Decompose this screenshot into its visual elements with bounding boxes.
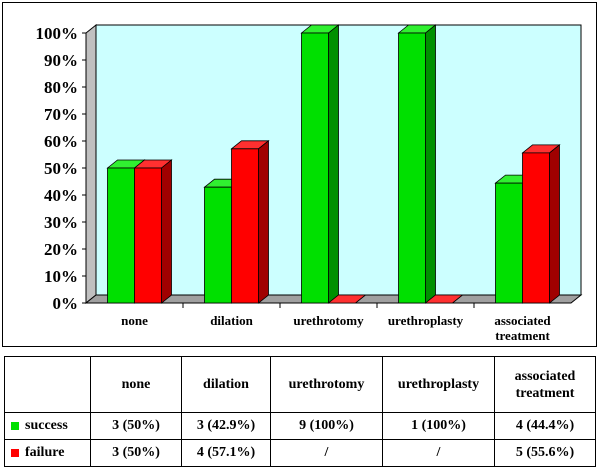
table-cell: /	[270, 439, 383, 467]
bar-failure	[521, 144, 561, 304]
table-cell: 1 (100%)	[382, 412, 495, 440]
row-label-text: failure	[25, 445, 65, 460]
y-tick-label: 70%	[44, 105, 78, 124]
y-tick-label: 30%	[44, 213, 78, 232]
bar-failure	[133, 159, 173, 304]
y-tick-label: 80%	[44, 78, 78, 97]
table-cell: 3 (50%)	[90, 412, 182, 440]
y-tick-label: 60%	[44, 132, 78, 151]
y-tick-label: 100%	[36, 24, 79, 43]
chart-container: 0% 10% 20% 30% 40% 50% 60% 70% 80% 90% 100% none dil…	[2, 2, 597, 347]
row-label-success: success	[4, 412, 91, 440]
table-row-failure: failure 3 (50%) 4 (57.1%) / / 5 (55.6%)	[4, 439, 596, 467]
row-label-failure: failure	[4, 439, 91, 467]
table-cell: 9 (100%)	[270, 412, 383, 440]
y-tick-label: 20%	[44, 240, 78, 259]
x-tick-label: associated	[494, 313, 551, 328]
row-label-text: success	[25, 418, 68, 433]
x-tick-label: dilation	[210, 313, 253, 328]
table-header-cell: urethroplasty	[382, 356, 495, 413]
x-tick-label: none	[121, 313, 148, 328]
bar-failure	[424, 294, 464, 304]
failure-legend-swatch	[11, 448, 19, 457]
table-header-cell: none	[90, 356, 182, 413]
bar-failure	[230, 139, 270, 304]
table-header-cell: associated treatment	[494, 356, 596, 413]
success-legend-swatch	[11, 421, 19, 430]
bar-failure	[327, 294, 367, 304]
x-tick-label: treatment	[495, 328, 550, 343]
table-cell: 3 (42.9%)	[181, 412, 271, 440]
y-tick-label: 90%	[44, 51, 78, 70]
x-tick-label: urethroplasty	[388, 313, 464, 328]
plot-side-wall	[85, 23, 97, 305]
x-tick-label: urethrotomy	[293, 313, 364, 328]
table-cell: 4 (57.1%)	[181, 439, 271, 467]
table-corner-cell	[4, 356, 91, 413]
table-cell: 3 (50%)	[90, 439, 182, 467]
bar-success	[300, 24, 340, 304]
table-header-cell: urethrotomy	[270, 356, 383, 413]
table-cell: 5 (55.6%)	[494, 439, 596, 467]
table-cell: /	[382, 439, 495, 467]
y-tick-label: 0%	[53, 294, 79, 313]
table-header-row: none dilation urethrotomy urethroplasty …	[4, 356, 596, 413]
y-tick-label: 40%	[44, 186, 78, 205]
data-table: none dilation urethrotomy urethroplasty …	[4, 356, 596, 467]
y-tick-label: 10%	[44, 267, 78, 286]
table-row-success: success 3 (50%) 3 (42.9%) 9 (100%) 1 (10…	[4, 412, 596, 440]
bar-chart: 0% 10% 20% 30% 40% 50% 60% 70% 80% 90% 100% none dil…	[36, 23, 583, 343]
bar-success	[397, 24, 437, 304]
table-cell: 4 (44.4%)	[494, 412, 596, 440]
table-header-cell: dilation	[181, 356, 271, 413]
y-tick-label: 50%	[44, 159, 78, 178]
